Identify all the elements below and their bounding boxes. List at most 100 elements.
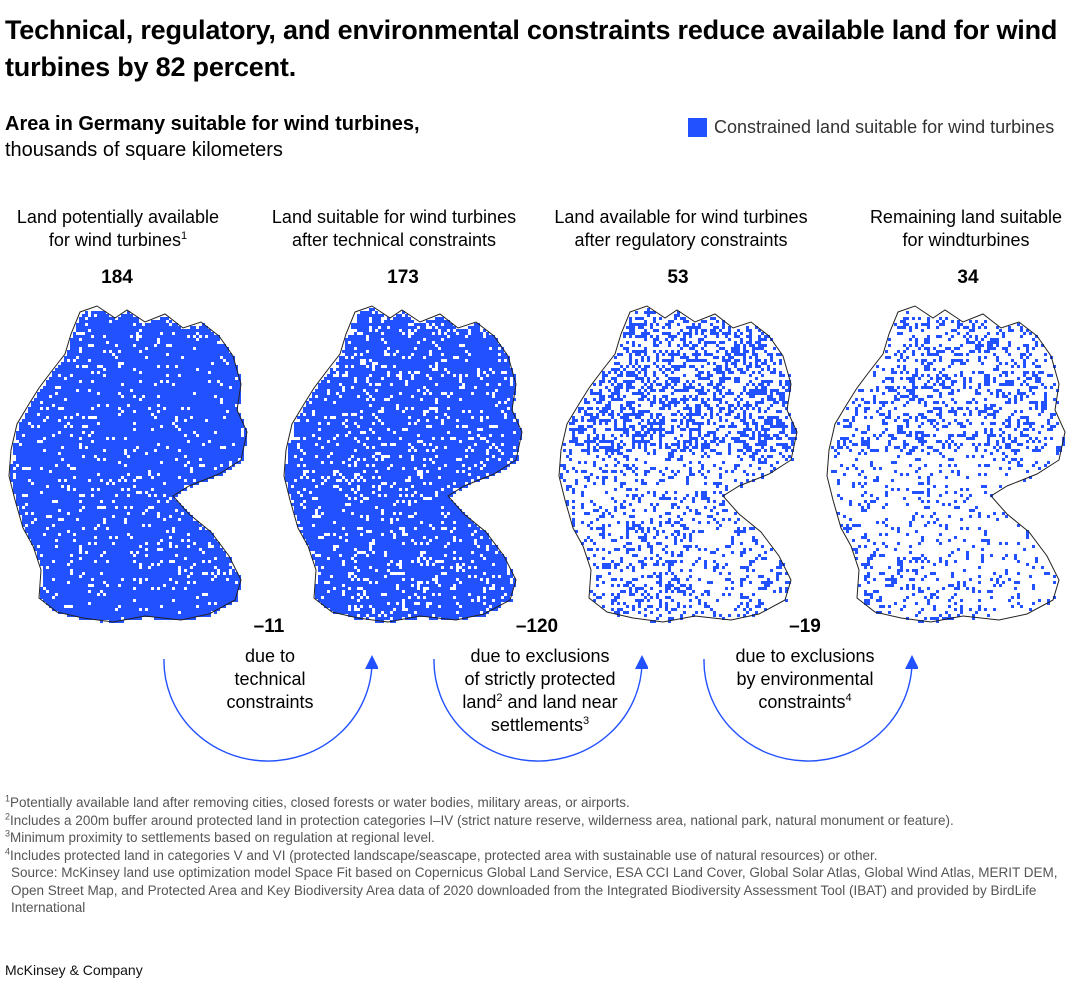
land-cell bbox=[67, 524, 70, 527]
land-cell bbox=[202, 527, 205, 530]
land-cell bbox=[202, 416, 205, 419]
land-cell bbox=[67, 482, 70, 485]
land-cell bbox=[109, 500, 112, 503]
land-cell bbox=[142, 392, 145, 395]
land-cell bbox=[142, 335, 145, 338]
land-cell bbox=[139, 326, 142, 329]
land-cell bbox=[199, 398, 202, 401]
land-cell bbox=[148, 572, 151, 575]
land-cell bbox=[127, 398, 130, 401]
land-cell bbox=[163, 485, 166, 488]
land-cell bbox=[184, 413, 187, 416]
land-cell bbox=[94, 539, 97, 542]
land-cell bbox=[55, 416, 58, 419]
land-cell bbox=[202, 428, 205, 431]
land-cell bbox=[94, 347, 97, 350]
land-cell bbox=[226, 377, 229, 380]
land-cell bbox=[163, 416, 166, 419]
land-cell bbox=[121, 512, 124, 515]
land-cell bbox=[55, 506, 58, 509]
land-cell bbox=[103, 365, 106, 368]
land-cell bbox=[106, 410, 109, 413]
land-cell bbox=[64, 566, 67, 569]
land-cell bbox=[22, 509, 25, 512]
land-cell bbox=[199, 452, 202, 455]
land-cell bbox=[163, 542, 166, 545]
land-cell bbox=[97, 413, 100, 416]
land-cell bbox=[187, 566, 190, 569]
land-cell bbox=[10, 479, 13, 482]
land-cell bbox=[145, 383, 148, 386]
land-cell bbox=[121, 314, 124, 317]
land-cell bbox=[172, 377, 175, 380]
land-cell bbox=[97, 560, 100, 563]
land-cell bbox=[133, 416, 136, 419]
land-cell bbox=[187, 434, 190, 437]
land-cell bbox=[154, 530, 157, 533]
land-cell bbox=[133, 329, 136, 332]
subtitle-unit: thousands of square kilometers bbox=[5, 139, 283, 161]
land-cell bbox=[142, 446, 145, 449]
land-cell bbox=[169, 404, 172, 407]
land-cell bbox=[16, 446, 19, 449]
land-cell bbox=[109, 371, 112, 374]
land-cell bbox=[193, 425, 196, 428]
land-cell bbox=[46, 533, 49, 536]
land-cell bbox=[196, 536, 199, 539]
land-cell bbox=[64, 395, 67, 398]
land-cell bbox=[85, 374, 88, 377]
land-cell bbox=[25, 434, 28, 437]
land-cell bbox=[52, 533, 55, 536]
land-cell bbox=[118, 521, 121, 524]
land-cell bbox=[115, 407, 118, 410]
land-cell bbox=[187, 359, 190, 362]
land-cell bbox=[85, 326, 88, 329]
land-cell bbox=[166, 431, 169, 434]
land-cell bbox=[217, 428, 220, 431]
land-cell bbox=[232, 452, 235, 455]
land-cell bbox=[220, 443, 223, 446]
land-cell bbox=[220, 380, 223, 383]
land-cell bbox=[52, 425, 55, 428]
land-cell bbox=[187, 473, 190, 476]
land-cell bbox=[79, 359, 82, 362]
land-cell bbox=[112, 344, 115, 347]
land-cell bbox=[136, 470, 139, 473]
land-cell bbox=[82, 533, 85, 536]
land-cell bbox=[157, 374, 160, 377]
land-cell bbox=[133, 509, 136, 512]
land-cell bbox=[169, 350, 172, 353]
land-cell bbox=[85, 488, 88, 491]
land-cell bbox=[64, 431, 67, 434]
land-cell bbox=[190, 542, 193, 545]
land-cell bbox=[67, 449, 70, 452]
land-cell bbox=[121, 413, 124, 416]
land-cell bbox=[88, 437, 91, 440]
land-cell bbox=[58, 545, 61, 548]
land-cell bbox=[106, 416, 109, 419]
land-cell bbox=[154, 539, 157, 542]
land-cell bbox=[223, 458, 226, 461]
land-cell bbox=[76, 374, 79, 377]
land-cell bbox=[79, 320, 82, 323]
land-cell bbox=[37, 398, 40, 401]
land-cell bbox=[94, 392, 97, 395]
land-cell bbox=[127, 329, 130, 332]
land-cell bbox=[214, 422, 217, 425]
land-cell bbox=[220, 392, 223, 395]
land-cell bbox=[211, 473, 214, 476]
land-cell bbox=[208, 347, 211, 350]
land-cell bbox=[67, 500, 70, 503]
land-cell bbox=[25, 500, 28, 503]
land-cell bbox=[58, 383, 61, 386]
land-cell bbox=[193, 428, 196, 431]
land-cell bbox=[52, 392, 55, 395]
land-cell bbox=[139, 374, 142, 377]
land-cell bbox=[142, 458, 145, 461]
land-cell bbox=[136, 545, 139, 548]
land-cell bbox=[199, 353, 202, 356]
land-cell bbox=[70, 383, 73, 386]
land-cell bbox=[76, 512, 79, 515]
land-cell bbox=[61, 506, 64, 509]
land-cell bbox=[19, 422, 22, 425]
